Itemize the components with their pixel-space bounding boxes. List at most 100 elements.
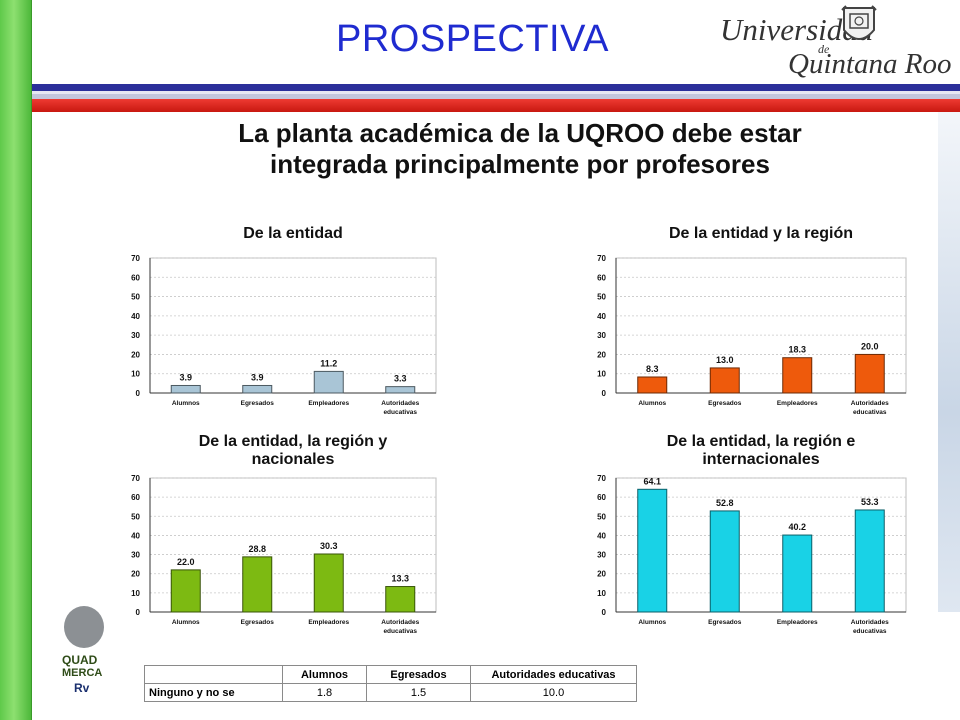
x-category-label: Alumnos bbox=[638, 619, 666, 626]
x-category-label: Empleadores bbox=[308, 400, 349, 407]
bar-value-label: 3.9 bbox=[179, 372, 192, 382]
y-tick-label: 50 bbox=[597, 512, 606, 521]
plot-area bbox=[149, 257, 437, 394]
y-tick-label: 20 bbox=[131, 350, 140, 359]
y-tick-label: 0 bbox=[602, 608, 607, 617]
y-tick-label: 60 bbox=[131, 493, 140, 502]
y-tick-label: 30 bbox=[131, 551, 140, 560]
x-category-label: educativas bbox=[853, 409, 887, 416]
bar-value-label: 8.3 bbox=[646, 364, 659, 374]
y-tick-label: 0 bbox=[602, 389, 607, 398]
bar bbox=[709, 367, 740, 394]
chart-title: De la entidad y la región bbox=[669, 225, 853, 242]
bar-value-label: 13.3 bbox=[391, 574, 409, 584]
y-tick-label: 10 bbox=[597, 370, 606, 379]
x-category-label: Egresados bbox=[241, 619, 275, 626]
y-tick-label: 0 bbox=[136, 608, 141, 617]
bar bbox=[637, 488, 668, 613]
bar-value-label: 30.3 bbox=[320, 541, 338, 551]
bar-value-label: 20.0 bbox=[861, 341, 879, 351]
bar-value-label: 28.8 bbox=[248, 544, 266, 554]
y-tick-label: 60 bbox=[597, 273, 606, 282]
side-logo-line-3: Rv bbox=[74, 681, 90, 695]
x-category-label: Egresados bbox=[708, 619, 742, 626]
side-logo: QUAD MERCA Rv bbox=[60, 604, 104, 714]
table-header-cell: Egresados bbox=[366, 665, 471, 684]
y-tick-label: 50 bbox=[597, 293, 606, 302]
bar bbox=[385, 386, 416, 394]
table-cell: 1.8 bbox=[282, 683, 367, 702]
bar-value-label: 13.0 bbox=[716, 355, 734, 365]
summary-table: Alumnos Egresados Autoridades educativas… bbox=[144, 665, 637, 702]
bar bbox=[242, 556, 273, 613]
x-category-label: Autoridades bbox=[381, 400, 419, 407]
bar bbox=[709, 510, 740, 613]
slide-title: PROSPECTIVA bbox=[336, 18, 609, 60]
table-cell: 10.0 bbox=[470, 683, 637, 702]
table-header-cell: Autoridades educativas bbox=[470, 665, 637, 684]
bar bbox=[242, 384, 273, 394]
chart-title: nacionales bbox=[252, 451, 335, 468]
y-tick-label: 70 bbox=[597, 254, 606, 263]
bar bbox=[854, 509, 885, 613]
y-tick-label: 10 bbox=[131, 589, 140, 598]
bar bbox=[385, 586, 416, 613]
bar bbox=[854, 353, 885, 394]
bar-value-label: 22.0 bbox=[177, 557, 195, 567]
x-category-label: Empleadores bbox=[777, 619, 818, 626]
bar bbox=[782, 357, 813, 394]
y-tick-label: 70 bbox=[131, 474, 140, 483]
side-logo-line-1: QUAD bbox=[62, 653, 98, 667]
x-category-label: Autoridades bbox=[851, 400, 889, 407]
bar bbox=[782, 534, 813, 613]
right-decorative-edge bbox=[938, 112, 960, 612]
table-header-row: Alumnos Egresados Autoridades educativas bbox=[144, 665, 637, 684]
x-category-label: educativas bbox=[383, 628, 417, 635]
bar-value-label: 40.2 bbox=[788, 522, 806, 532]
table-row: Ninguno y no se 1.8 1.5 10.0 bbox=[144, 683, 637, 702]
chart-title: De la entidad, la región y bbox=[199, 433, 388, 450]
y-tick-label: 50 bbox=[131, 293, 140, 302]
bar-value-label: 3.9 bbox=[251, 372, 264, 382]
university-logo: Universidad de Quintana Roo bbox=[712, 2, 952, 82]
x-category-label: Autoridades bbox=[381, 619, 419, 626]
y-tick-label: 60 bbox=[597, 493, 606, 502]
x-category-label: Empleadores bbox=[308, 619, 349, 626]
y-tick-label: 30 bbox=[597, 331, 606, 340]
y-tick-label: 40 bbox=[131, 531, 140, 540]
y-tick-label: 70 bbox=[597, 474, 606, 483]
bar-value-label: 11.2 bbox=[320, 358, 337, 368]
bar-value-label: 64.1 bbox=[643, 476, 661, 486]
y-tick-label: 20 bbox=[131, 570, 140, 579]
bar bbox=[637, 376, 668, 394]
x-category-label: Alumnos bbox=[638, 400, 666, 407]
chart-title: De la entidad, la región e bbox=[667, 433, 856, 450]
y-tick-label: 40 bbox=[597, 531, 606, 540]
table-cell: 1.5 bbox=[366, 683, 471, 702]
logo-word-de: de bbox=[818, 42, 830, 56]
y-tick-label: 0 bbox=[136, 389, 141, 398]
x-category-label: Autoridades bbox=[851, 619, 889, 626]
bar-value-label: 53.3 bbox=[861, 497, 879, 507]
bar-value-label: 52.8 bbox=[716, 498, 734, 508]
bar bbox=[313, 370, 344, 394]
x-category-label: Alumnos bbox=[172, 619, 200, 626]
left-accent-bar bbox=[0, 0, 32, 720]
y-tick-label: 50 bbox=[131, 512, 140, 521]
side-logo-line-2: MERCA bbox=[62, 667, 103, 679]
logo-word-quintana-roo: Quintana Roo bbox=[788, 48, 952, 80]
header-stripe-blue bbox=[32, 84, 960, 91]
y-tick-label: 30 bbox=[597, 551, 606, 560]
y-tick-label: 10 bbox=[131, 370, 140, 379]
x-category-label: Empleadores bbox=[777, 400, 818, 407]
header-stripe-white bbox=[32, 91, 960, 94]
bar bbox=[313, 553, 344, 613]
table-header-cell: Alumnos bbox=[282, 665, 367, 684]
table-row-label: Ninguno y no se bbox=[144, 683, 283, 702]
y-tick-label: 10 bbox=[597, 589, 606, 598]
header-stripe-red bbox=[32, 99, 960, 112]
table-header-cell bbox=[144, 665, 283, 684]
x-category-label: educativas bbox=[853, 628, 887, 635]
bar-value-label: 3.3 bbox=[394, 374, 407, 384]
